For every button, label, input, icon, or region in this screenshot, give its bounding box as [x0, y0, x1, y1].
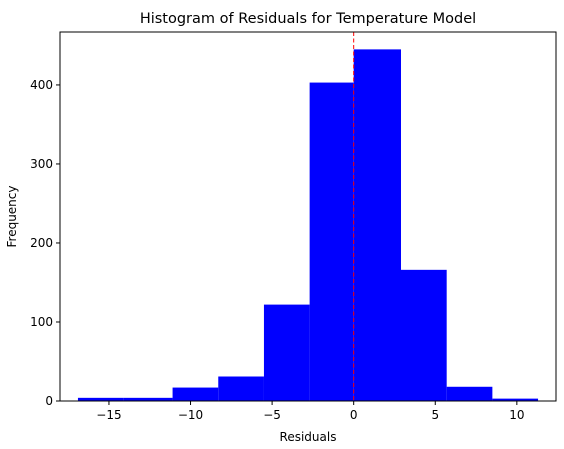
x-tick-label: −5: [263, 408, 281, 422]
y-tick-label: 200: [30, 236, 53, 250]
chart-title: Histogram of Residuals for Temperature M…: [140, 11, 476, 27]
y-tick-label: 0: [45, 394, 53, 408]
y-tick-label: 300: [30, 157, 53, 171]
histogram-bar-5: [263, 304, 310, 401]
x-axis-ticks: −15 −10 −5 0 5 10: [96, 401, 524, 422]
x-tick-label: −15: [96, 408, 121, 422]
x-tick-label: 0: [350, 408, 358, 422]
y-axis-label: Frequency: [5, 186, 19, 248]
histogram-bar-3: [172, 387, 219, 401]
histogram-bar-1: [77, 397, 124, 401]
x-tick-label: 10: [509, 408, 524, 422]
histogram-bar-6: [309, 82, 354, 402]
histogram-bar-8: [401, 269, 447, 401]
y-tick-label: 100: [30, 315, 53, 329]
plot-area-frame: [59, 31, 557, 402]
x-axis-label: Residuals: [280, 430, 337, 444]
histogram-bar-10: [492, 398, 539, 401]
histogram-bar-7: [353, 49, 401, 401]
x-tick-label: 5: [431, 408, 439, 422]
histogram-bar-2: [123, 397, 173, 401]
histogram-bar-9: [446, 386, 493, 401]
bars-group: [77, 49, 539, 402]
y-tick-label: 400: [30, 78, 53, 92]
y-axis-ticks: 0 100 200 300 400: [30, 78, 60, 408]
x-tick-label: −10: [178, 408, 203, 422]
histogram-bar-4: [218, 376, 264, 401]
